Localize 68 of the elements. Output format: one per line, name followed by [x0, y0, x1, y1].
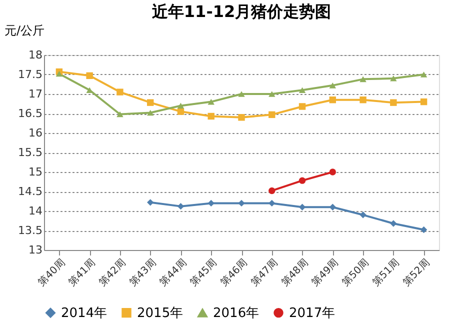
y-tick-label: 15.5: [18, 146, 42, 159]
point: [238, 200, 245, 207]
point: [208, 200, 214, 207]
point: [177, 108, 184, 115]
point: [208, 112, 214, 120]
point: [420, 72, 428, 78]
point: [329, 96, 336, 104]
point: [268, 200, 276, 207]
point: [420, 98, 428, 106]
legend-label: 2014年: [61, 306, 108, 321]
point: [56, 70, 63, 77]
y-axis-title: 元/公斤: [4, 24, 45, 38]
point: [146, 110, 154, 116]
point: [360, 76, 366, 82]
point: [360, 96, 366, 104]
y-tick-label: 14.5: [18, 185, 42, 198]
x-tick-label: 第40周: [36, 256, 68, 288]
y-tick-label: 13.5: [18, 224, 42, 237]
point: [390, 75, 397, 82]
x-tick-label: 第44周: [157, 256, 190, 288]
point: [238, 114, 245, 121]
chart-title: 近年11-12月猪价走势图: [150, 2, 332, 21]
y-tick-label: 16.5: [18, 107, 42, 120]
x-tick-label: 第52周: [400, 256, 432, 288]
x-tick-label: 第47周: [248, 256, 280, 288]
point: [298, 177, 306, 184]
x-tick-label: 第49周: [309, 256, 341, 288]
point: [146, 99, 154, 106]
point: [390, 220, 397, 227]
point: [329, 168, 336, 176]
x-tick-label: 第42周: [96, 256, 128, 288]
x-tick-label: 第45周: [188, 256, 220, 288]
point: [268, 111, 276, 118]
x-tick-label: 第50周: [340, 256, 372, 288]
legend-label: 2016年: [213, 306, 260, 322]
y-tick-label: 16: [28, 126, 42, 140]
x-tick-label: 第51周: [370, 256, 402, 288]
point: [116, 88, 124, 96]
y-tick-label: 15: [28, 166, 42, 178]
point: [268, 91, 276, 97]
point: [329, 82, 336, 88]
point: [298, 87, 306, 94]
y-tick-label: 17: [28, 88, 42, 100]
point: [390, 99, 397, 106]
x-tick-label: 第46周: [218, 256, 250, 288]
point: [116, 111, 124, 118]
y-tick-label: 13: [28, 244, 42, 256]
point: [86, 87, 93, 94]
point: [420, 226, 428, 234]
y-tick-label: 14: [28, 204, 42, 218]
legend-label: 2017年: [289, 306, 336, 321]
x-tick-label: 第43周: [126, 256, 159, 288]
point: [329, 204, 336, 210]
point: [208, 98, 214, 105]
point: [146, 199, 154, 206]
y-tick-label: 17.5: [18, 68, 42, 81]
point: [238, 91, 245, 97]
point: [298, 204, 306, 210]
x-tick-label: 第48周: [278, 256, 311, 288]
y-tick-label: 18: [28, 48, 42, 62]
point: [86, 72, 93, 80]
point: [177, 102, 184, 109]
point: [298, 103, 306, 110]
point: [268, 187, 276, 194]
legend-label: 2015年: [137, 306, 184, 321]
point: [360, 212, 366, 218]
x-tick-label: 第41周: [66, 256, 98, 288]
point: [177, 202, 184, 210]
